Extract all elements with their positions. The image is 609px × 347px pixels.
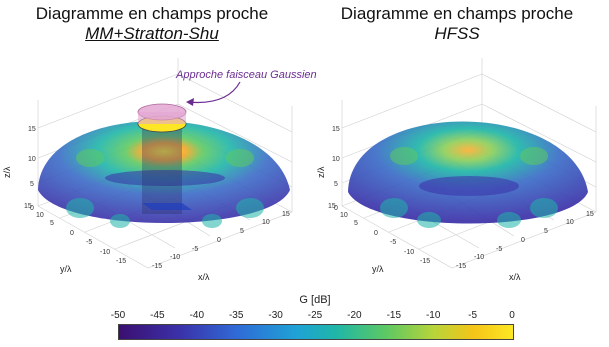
svg-text:-5: -5	[496, 246, 502, 253]
svg-text:-5: -5	[86, 239, 92, 246]
svg-text:5: 5	[354, 220, 358, 227]
svg-text:-10: -10	[100, 249, 110, 256]
svg-text:x/λ: x/λ	[198, 272, 210, 282]
colorbar-tick: -20	[347, 310, 362, 321]
svg-text:5: 5	[544, 228, 548, 235]
colorbar-tick: 0	[509, 310, 515, 321]
svg-text:15: 15	[332, 126, 340, 133]
svg-text:15: 15	[328, 203, 336, 210]
colorbar-label: G [dB]	[299, 294, 331, 306]
svg-text:0: 0	[30, 205, 34, 212]
svg-text:0: 0	[374, 230, 378, 237]
svg-text:-10: -10	[404, 249, 414, 256]
svg-text:-15: -15	[116, 258, 126, 265]
svg-text:0: 0	[521, 237, 525, 244]
gaussian-beam	[137, 103, 192, 214]
y-ticks-left: 15 10 5 0 -5 -10 -15 y/λ	[24, 203, 126, 274]
svg-text:0: 0	[70, 230, 74, 237]
colorbar-tick: -10	[425, 310, 441, 321]
y-ticks-right: 15 10 5 0 -5 -10 -15 y/λ	[328, 203, 430, 274]
svg-text:15: 15	[24, 203, 32, 210]
svg-text:-10: -10	[170, 254, 180, 261]
svg-text:z/λ: z/λ	[2, 166, 12, 178]
svg-text:10: 10	[332, 156, 340, 163]
x-ticks-right: -15 -10 -5 0 5 10 15 x/λ	[456, 211, 594, 282]
dome-pattern-left	[66, 149, 264, 228]
svg-text:5: 5	[30, 181, 34, 188]
title-left-line2: MM+Stratton-Shu	[85, 24, 219, 43]
svg-text:-5: -5	[390, 239, 396, 246]
svg-text:y/λ: y/λ	[60, 264, 72, 274]
colorbar-gradient	[118, 324, 514, 340]
svg-text:15: 15	[28, 126, 36, 133]
svg-text:0: 0	[334, 205, 338, 212]
colorbar-tick: -15	[386, 310, 402, 321]
svg-text:10: 10	[36, 212, 44, 219]
annotation-label: Approche faisceau Gaussien	[176, 69, 317, 81]
svg-text:-15: -15	[456, 263, 466, 270]
svg-text:x/λ: x/λ	[509, 272, 521, 282]
svg-text:-5: -5	[192, 246, 198, 253]
svg-text:10: 10	[262, 219, 270, 226]
svg-text:15: 15	[282, 211, 290, 218]
svg-text:0: 0	[217, 237, 221, 244]
dome-right	[348, 121, 588, 224]
chart-right: 0 5 10 15 z/λ 15 10 5 0 -5 -10 -15 y/λ -…	[316, 58, 597, 282]
colorbar-tick: -35	[228, 310, 244, 321]
svg-text:10: 10	[28, 156, 36, 163]
svg-text:10: 10	[566, 219, 574, 226]
title-left: Diagramme en champs proche MM+Stratton-S…	[0, 4, 304, 44]
svg-text:10: 10	[340, 212, 348, 219]
z-ticks-left: 0 5 10 15 z/λ	[2, 126, 36, 212]
z-ticks-right: 0 5 10 15 z/λ	[316, 126, 340, 212]
title-right-line1: Diagramme en champs proche	[340, 4, 574, 23]
svg-text:15: 15	[586, 211, 594, 218]
svg-text:-15: -15	[152, 263, 162, 270]
svg-text:z/λ: z/λ	[316, 166, 326, 178]
colorbar-tick: -45	[150, 310, 165, 321]
title-right: Diagramme en champs proche HFSS	[305, 4, 609, 44]
colorbar-tick: -5	[468, 310, 478, 321]
colorbar: G [dB] -50 -45 -40 -35 -30 -25 -20 -15 -10 -5 0	[110, 294, 520, 344]
svg-text:-10: -10	[474, 254, 484, 261]
colorbar-tick: -50	[110, 310, 126, 321]
colorbar-tick: -25	[307, 310, 323, 321]
svg-text:y/λ: y/λ	[372, 264, 384, 274]
svg-text:5: 5	[334, 181, 338, 188]
title-right-line2: HFSS	[434, 24, 480, 43]
colorbar-tick: -30	[268, 310, 283, 321]
chart-left: 0 5 10 15 z/λ 15 10 5 0 -5 -10 -15 y/λ -…	[2, 58, 293, 282]
colorbar-tick: -40	[189, 310, 205, 321]
svg-text:5: 5	[240, 228, 244, 235]
x-ticks-left: -15 -10 -5 0 5 10 15 x/λ	[152, 211, 290, 282]
title-left-line1: Diagramme en champs proche	[35, 4, 269, 23]
dome-pattern-right	[380, 147, 558, 228]
svg-text:-15: -15	[420, 258, 430, 265]
svg-text:5: 5	[50, 220, 54, 227]
